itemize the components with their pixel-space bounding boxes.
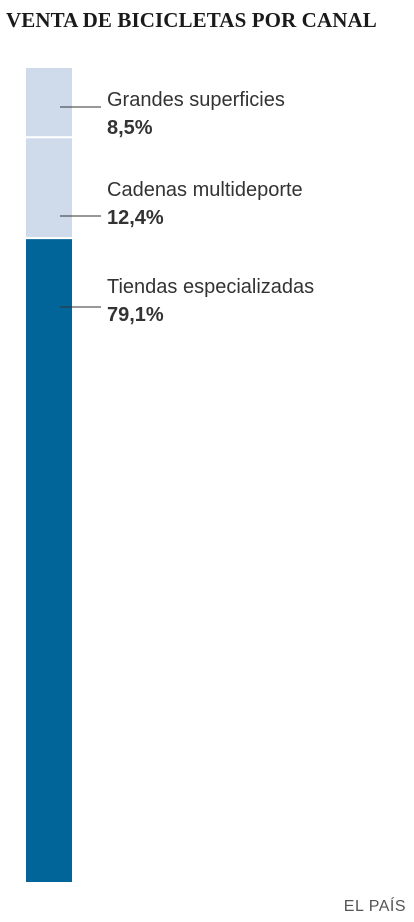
category-label-tiendas-especializadas: Tiendas especializadas: [107, 276, 314, 298]
category-label-grandes-superficies: Grandes superficies: [107, 89, 285, 111]
category-label-cadenas-multideporte: Cadenas multideporte: [107, 179, 303, 201]
chart-title: VENTA DE BICICLETAS POR CANAL: [6, 8, 377, 32]
bar-segment-grandes-superficies: [26, 68, 72, 138]
source-credit: EL PAÍS: [343, 898, 406, 915]
value-label-grandes-superficies: 8,5%: [107, 117, 153, 139]
value-label-cadenas-multideporte: 12,4%: [107, 207, 164, 229]
bar-segment-tiendas-especializadas: [26, 238, 72, 883]
value-label-tiendas-especializadas: 79,1%: [107, 304, 164, 326]
bar-segment-cadenas-multideporte: [26, 137, 72, 239]
